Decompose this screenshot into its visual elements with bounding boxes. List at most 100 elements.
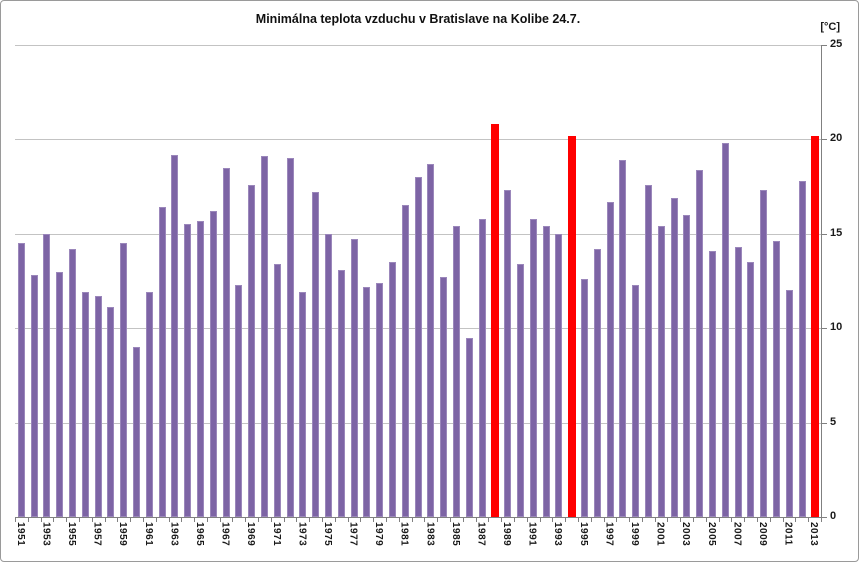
- bar-1971: [273, 264, 281, 517]
- bar-2012: [798, 180, 806, 517]
- bar-slot-1992: [540, 45, 553, 517]
- bar-slot-1967: [220, 45, 233, 517]
- bar-slot-1973: [297, 45, 310, 517]
- bar-slot-2012: [796, 45, 809, 517]
- x-axis-tick: [488, 518, 490, 522]
- x-axis-tick: [91, 518, 93, 522]
- plot-area: [15, 45, 822, 518]
- x-axis-label-1957: 1957: [91, 522, 103, 547]
- bar-slot-1975: [322, 45, 335, 517]
- bar-slot-1997: [604, 45, 617, 517]
- x-axis-tick: [501, 518, 503, 522]
- x-axis-tick: [590, 518, 592, 522]
- x-axis-tick: [475, 518, 477, 522]
- bar-1988: [490, 124, 499, 517]
- bar-slot-1959: [117, 45, 130, 517]
- bar-slot-1998: [616, 45, 629, 517]
- bar-slot-1976: [335, 45, 348, 517]
- x-axis-tick: [40, 518, 42, 522]
- bar-1959: [120, 243, 128, 517]
- x-axis-tick: [270, 518, 272, 522]
- x-axis-label-1991: 1991: [526, 522, 538, 547]
- x-axis-label-1981: 1981: [398, 522, 410, 547]
- bar-2004: [696, 169, 704, 517]
- bar-slot-1951: [15, 45, 28, 517]
- x-axis-label-2009: 2009: [756, 522, 768, 547]
- bar-1976: [337, 269, 345, 517]
- x-axis-tick: [795, 518, 797, 522]
- bar-1968: [235, 284, 243, 517]
- bar-1956: [81, 292, 89, 517]
- x-axis-tick: [449, 518, 451, 522]
- bar-slot-1971: [271, 45, 284, 517]
- bar-1995: [580, 279, 588, 517]
- x-axis-tick: [526, 518, 528, 522]
- bar-1979: [376, 282, 384, 517]
- y-axis-tick-15: [822, 233, 827, 235]
- bar-slot-1981: [399, 45, 412, 517]
- bar-1963: [171, 154, 179, 517]
- bar-slot-1980: [386, 45, 399, 517]
- bar-slot-1952: [28, 45, 41, 517]
- bar-slot-1966: [207, 45, 220, 517]
- bar-1986: [465, 337, 473, 517]
- x-axis-label-2001: 2001: [654, 522, 666, 547]
- x-axis-tick: [462, 518, 464, 522]
- x-axis-tick: [258, 518, 260, 522]
- x-axis-tick: [194, 518, 196, 522]
- x-axis-label-1953: 1953: [40, 522, 52, 547]
- bar-slot-1995: [578, 45, 591, 517]
- bar-slot-1979: [373, 45, 386, 517]
- x-axis-tick: [347, 518, 349, 522]
- bar-1967: [222, 167, 230, 517]
- bar-slot-2008: [744, 45, 757, 517]
- x-axis-tick: [309, 518, 311, 522]
- x-axis-tick: [667, 518, 669, 522]
- x-axis-tick: [130, 518, 132, 522]
- bar-1982: [414, 177, 422, 517]
- bar-1977: [350, 239, 358, 517]
- bar-1969: [248, 184, 256, 517]
- bar-1996: [593, 248, 601, 517]
- x-axis-label-1965: 1965: [194, 522, 205, 547]
- bar-slot-1955: [66, 45, 79, 517]
- x-axis-label-1983: 1983: [424, 522, 436, 547]
- bar-2006: [721, 143, 729, 517]
- bar-2011: [785, 290, 793, 517]
- bar-slot-1958: [105, 45, 118, 517]
- bar-2001: [657, 226, 665, 517]
- y-axis-label-10: 10: [830, 321, 843, 334]
- bar-slot-1978: [361, 45, 374, 517]
- x-axis-label-1959: 1959: [117, 522, 129, 547]
- x-axis-tick: [808, 518, 810, 522]
- bar-2009: [760, 190, 768, 517]
- bar-1999: [632, 284, 640, 517]
- bar-1955: [69, 248, 77, 517]
- bar-1981: [401, 205, 409, 517]
- x-axis-tick: [641, 518, 643, 522]
- bars-layer: [15, 45, 821, 517]
- x-axis-tick: [513, 518, 515, 522]
- chart-title: Minimálna teplota vzduchu v Bratislave n…: [255, 12, 581, 26]
- x-axis-label-1963: 1963: [168, 522, 180, 547]
- bar-1954: [56, 271, 64, 517]
- bar-slot-1993: [552, 45, 565, 517]
- x-axis-tick: [552, 518, 554, 522]
- x-axis-tick: [565, 518, 567, 522]
- bar-slot-1994: [565, 45, 578, 517]
- y-axis-label-25: 25: [830, 38, 843, 50]
- x-axis-tick: [142, 518, 144, 522]
- x-axis-tick: [245, 518, 247, 522]
- x-axis-tick: [769, 518, 771, 522]
- bar-2002: [670, 197, 678, 517]
- bar-1957: [94, 296, 102, 517]
- bar-1990: [516, 264, 524, 517]
- bar-2013: [810, 135, 819, 517]
- bar-slot-1968: [233, 45, 246, 517]
- bar-1970: [261, 156, 269, 517]
- x-axis-label-1999: 1999: [628, 522, 640, 547]
- x-axis-tick: [718, 518, 720, 522]
- bar-slot-1953: [41, 45, 54, 517]
- bar-2010: [772, 241, 780, 517]
